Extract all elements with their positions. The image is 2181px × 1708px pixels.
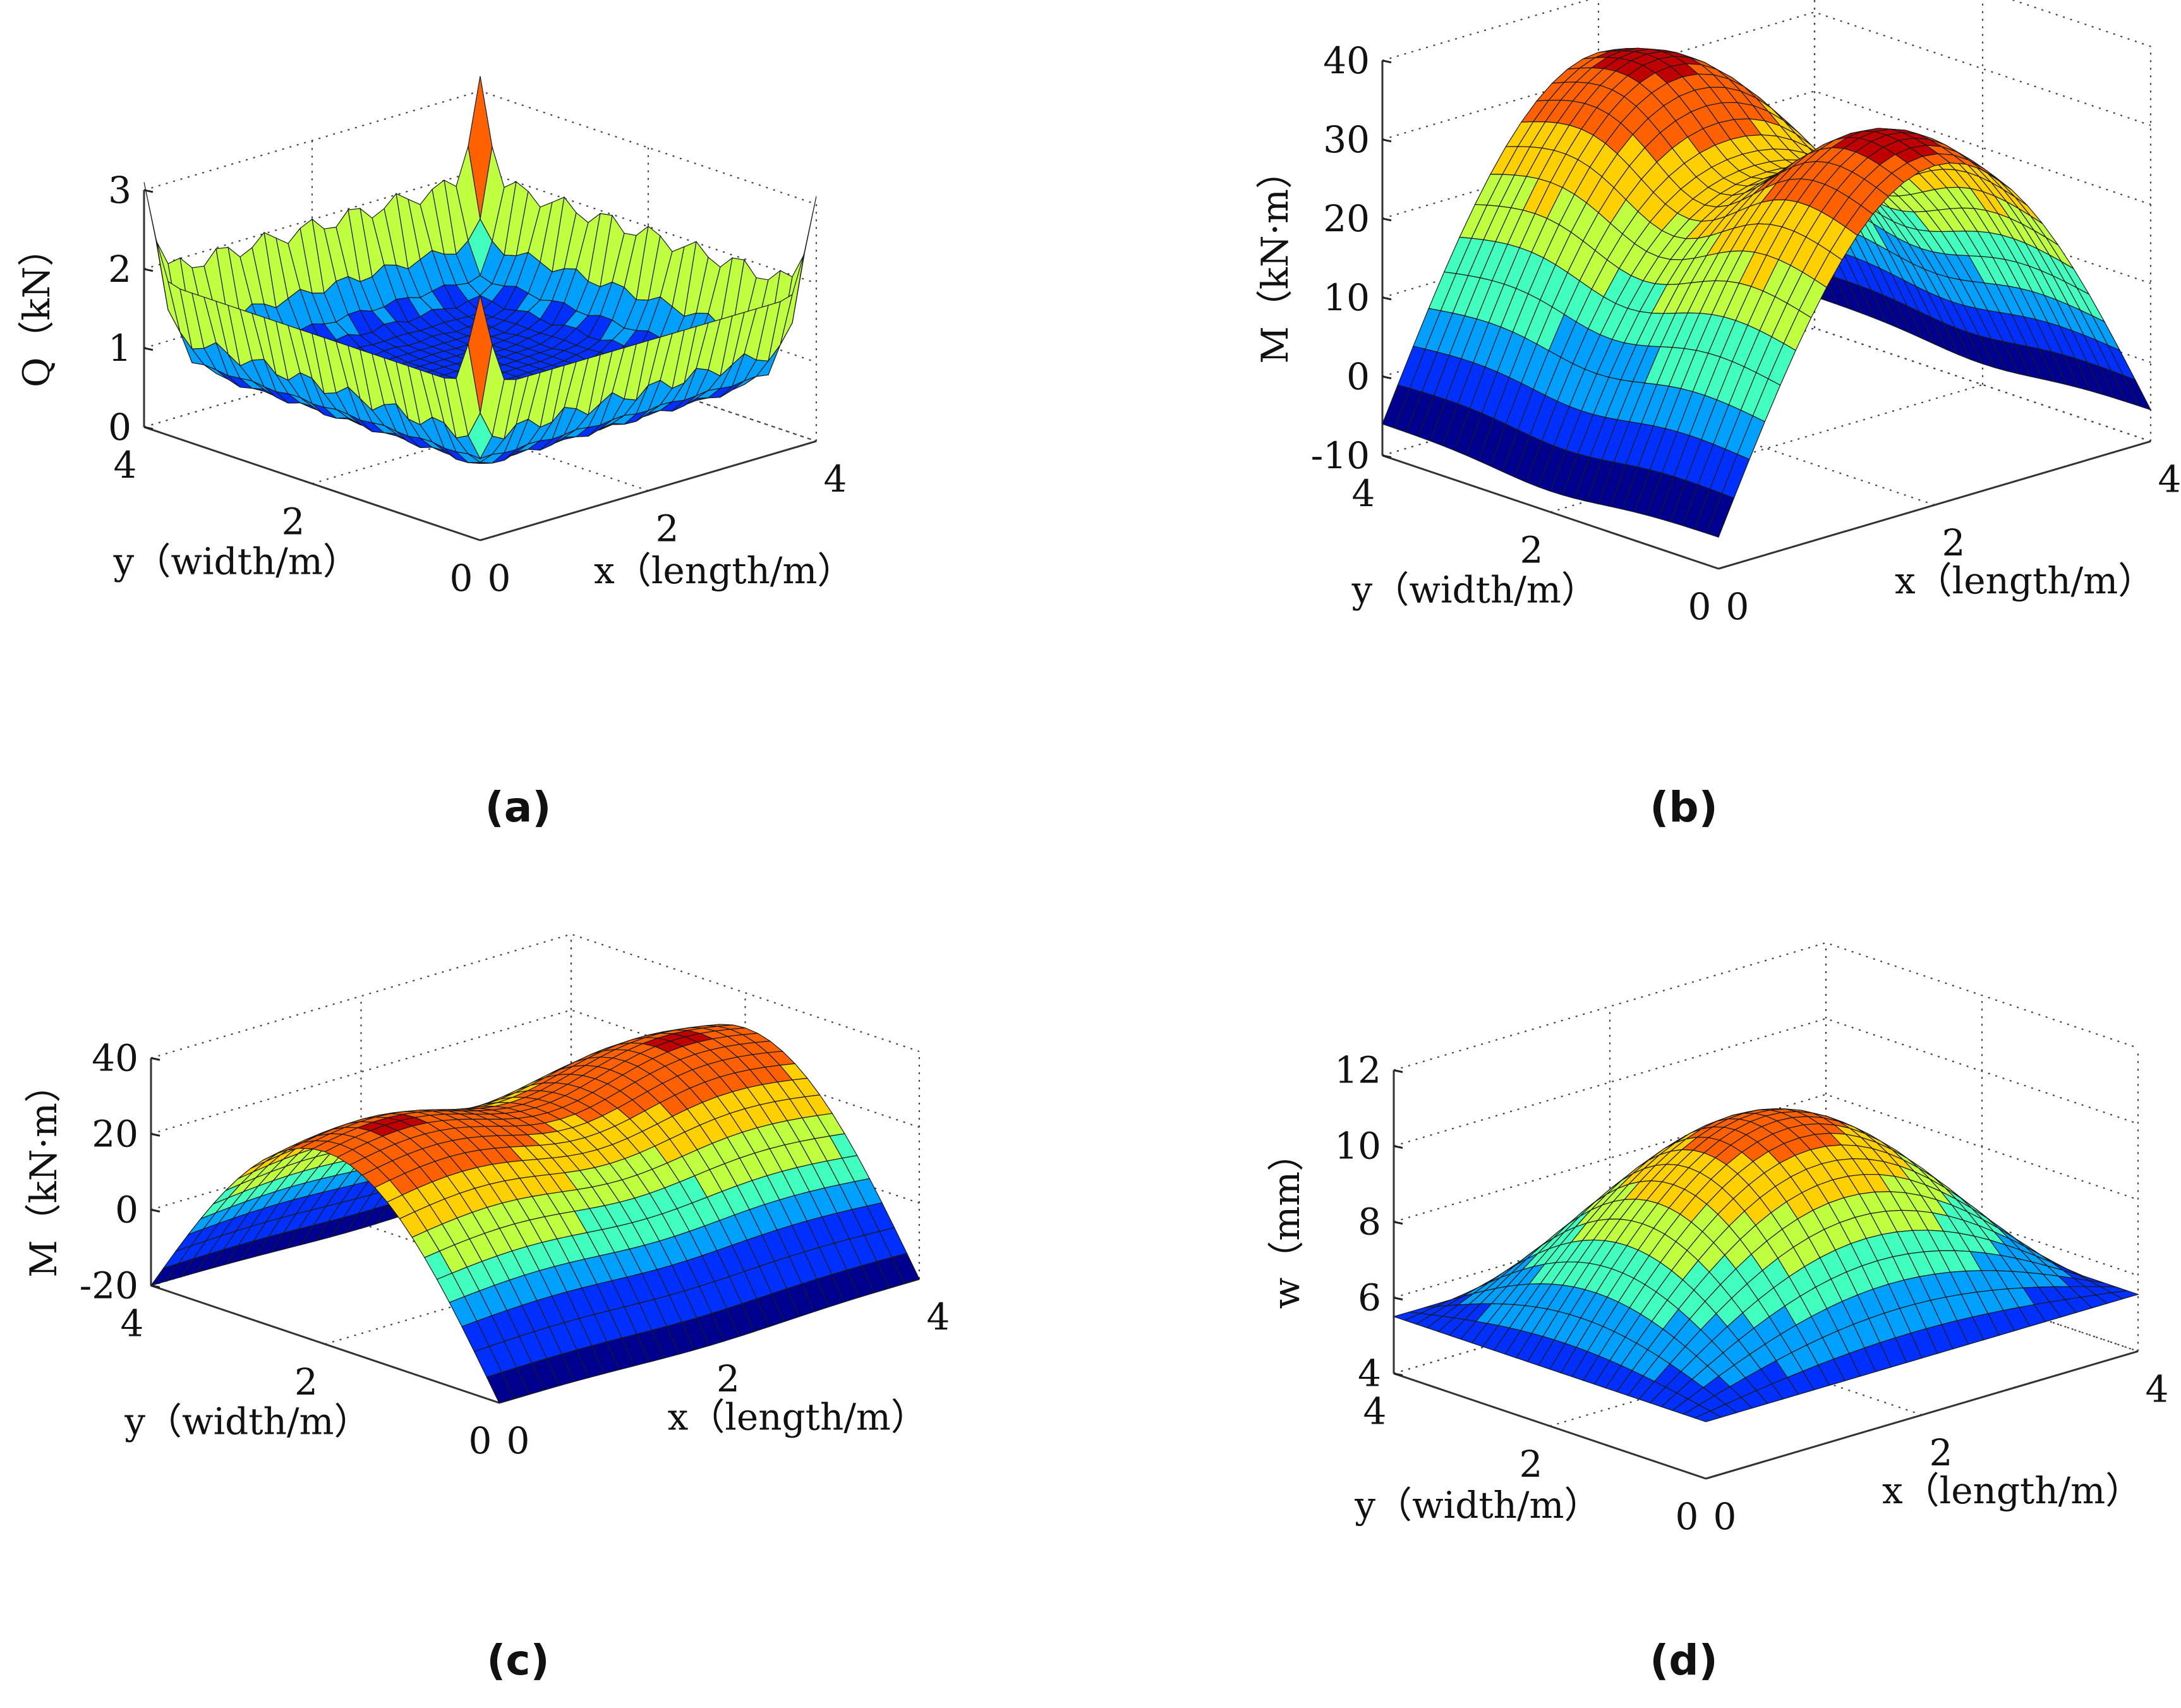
z-tick-label: -10: [1311, 434, 1370, 477]
z-tick-label: 10: [1334, 1125, 1381, 1168]
x-axis-label: x（length/m）: [1895, 559, 2154, 602]
z-tick-label: 4: [1358, 1352, 1381, 1395]
y-tick-label: 4: [114, 444, 137, 487]
y-tick-label: 4: [1352, 472, 1375, 515]
z-tick-label: 40: [92, 1036, 138, 1079]
y-axis-line: [1393, 1372, 1707, 1480]
y-axis-label: y（width/m）: [124, 1400, 370, 1443]
x-tick-label: 0: [1713, 1495, 1737, 1538]
panel-caption: (b): [1650, 783, 1718, 832]
y-tick-label: 4: [121, 1302, 144, 1345]
y-axis-line: [143, 426, 481, 542]
x-axis-label: x（length/m）: [594, 549, 854, 592]
x-axis-label: x（length/m）: [668, 1396, 927, 1439]
y-axis-label: y（width/m）: [1354, 1484, 1600, 1527]
panel-caption: (c): [486, 1636, 549, 1685]
axis-labels: Q（kN） x（length/m） y（width/m）: [15, 230, 854, 593]
z-tick-label: 8: [1358, 1201, 1381, 1244]
axes: [143, 190, 817, 542]
surface: [1393, 1108, 2139, 1422]
z-tick-label: 10: [1323, 276, 1370, 319]
x-tick-label: 2: [656, 507, 679, 550]
z-axis-label: Q（kN）: [15, 230, 58, 387]
surface: [1382, 47, 2152, 538]
y-tick-label: 2: [282, 500, 305, 543]
panel-b: -10010203040024024M（kN·m）x（length/m）y（wi…: [1254, 0, 2181, 832]
x-axis-line: [480, 440, 817, 542]
axis-labels: w（mm） x（length/m） y（width/m）: [1265, 1135, 2142, 1527]
z-tick-label: 0: [115, 1188, 138, 1231]
y-tick-label: 4: [1363, 1390, 1387, 1433]
ticks: 4 6 8 10 12 0 2 4 0 2 4: [1334, 1049, 2168, 1538]
axis-labels: M（kN·m） x（length/m） y（width/m）: [1254, 152, 2154, 612]
z-tick-label: 20: [92, 1112, 138, 1155]
z-tick-label: 12: [1334, 1049, 1381, 1092]
y-tick-label: 0: [1676, 1495, 1699, 1538]
x-tick-label: 2: [1930, 1431, 1953, 1474]
panel-caption: (d): [1650, 1636, 1718, 1685]
y-axis-line: [150, 1284, 500, 1404]
y-tick-label: 0: [450, 557, 473, 600]
x-tick-label: 0: [1726, 585, 1749, 628]
x-tick-label: 0: [488, 557, 511, 600]
surface: [150, 1024, 920, 1403]
x-tick-label: 4: [824, 457, 847, 500]
x-tick-label: 2: [716, 1357, 740, 1400]
x-tick-label: 4: [927, 1295, 950, 1338]
z-tick-label: -20: [80, 1264, 138, 1307]
z-axis-label: M（kN·m）: [22, 1066, 65, 1278]
panel-d: 4 6 8 10 12 0 2 4 0 2 4 w（mm） x（length/m） y（width/m） (…: [1265, 942, 2168, 1685]
x-tick-label: 2: [1942, 521, 1966, 564]
z-tick-label: 1: [108, 327, 131, 370]
panel-c: -2002040024024M（kN·m）x（length/m）y（width/…: [22, 933, 950, 1685]
y-axis-label: y（width/m）: [1351, 569, 1598, 612]
y-tick-label: 2: [1520, 528, 1544, 571]
z-axis-label: w（mm）: [1265, 1135, 1308, 1309]
y-tick-label: 0: [469, 1419, 492, 1462]
x-tick-label: 4: [2146, 1367, 2169, 1410]
z-tick-label: 20: [1323, 197, 1370, 240]
panel-caption: (a): [485, 783, 552, 832]
y-axis-label: y（width/m）: [113, 540, 359, 583]
surface: [143, 76, 817, 464]
z-tick-label: 40: [1323, 39, 1370, 82]
z-tick-label: 6: [1358, 1276, 1381, 1319]
y-axis-line: [1382, 454, 1719, 570]
x-axis-line: [1718, 440, 2151, 570]
z-tick-label: 0: [108, 406, 131, 449]
y-tick-label: 2: [294, 1360, 318, 1403]
z-tick-label: 0: [1346, 355, 1370, 398]
axis-labels: M（kN·m） x（length/m） y（width/m）: [22, 1066, 927, 1443]
x-tick-label: 0: [507, 1419, 530, 1462]
z-tick-label: 30: [1323, 118, 1370, 161]
x-axis-label: x（length/m）: [1882, 1469, 2142, 1512]
y-tick-label: 2: [1519, 1443, 1543, 1486]
axes: [1381, 60, 2151, 570]
z-axis-label: M（kN·m）: [1254, 152, 1296, 364]
y-tick-label: 0: [1688, 585, 1712, 628]
z-tick-label: 3: [108, 169, 131, 212]
x-axis-line: [1705, 1350, 2139, 1480]
z-tick-label: 2: [108, 248, 131, 291]
x-tick-label: 4: [2158, 457, 2181, 500]
